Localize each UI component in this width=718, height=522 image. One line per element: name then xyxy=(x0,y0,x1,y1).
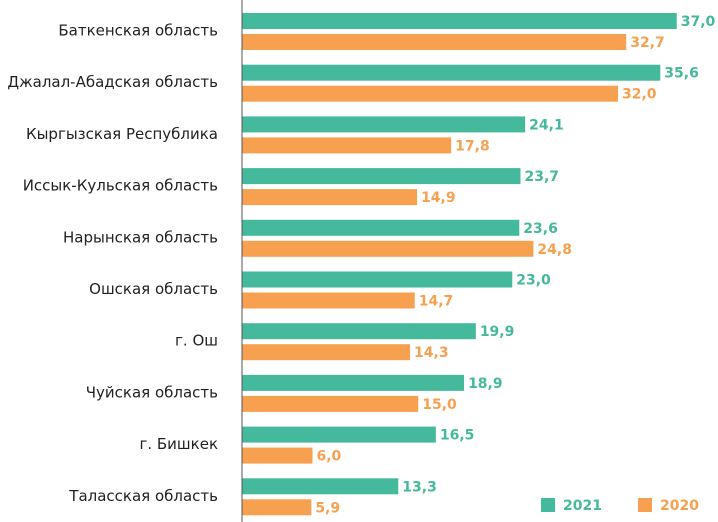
category-label: г. Ош xyxy=(175,332,218,350)
value-label: 23,7 xyxy=(524,169,559,185)
bar xyxy=(242,189,418,206)
bar xyxy=(242,240,534,257)
bar xyxy=(242,426,436,443)
category-label: Нарынская область xyxy=(63,228,218,246)
value-label: 6,0 xyxy=(317,449,342,465)
bar xyxy=(242,344,411,361)
value-label: 16,5 xyxy=(440,428,475,444)
bar xyxy=(242,395,419,412)
category-label: Джалал-Абадская область xyxy=(7,73,218,91)
category-label: Иссык-Кульская область xyxy=(23,177,218,195)
value-label: 24,1 xyxy=(529,117,564,133)
bar xyxy=(242,292,415,309)
value-label: 19,9 xyxy=(480,324,515,340)
value-label: 35,6 xyxy=(664,66,699,82)
legend-label: 2020 xyxy=(660,498,699,514)
bar xyxy=(242,499,312,516)
legend-label: 2021 xyxy=(563,498,602,514)
bar xyxy=(242,64,661,81)
bar xyxy=(242,323,476,340)
category-label: Кыргызская Республика xyxy=(26,125,218,143)
value-label: 5,9 xyxy=(315,500,340,516)
category-label: Таласская область xyxy=(68,487,218,505)
value-label: 32,0 xyxy=(622,87,657,103)
value-label: 14,7 xyxy=(419,294,454,310)
value-label: 18,9 xyxy=(468,376,503,392)
bar xyxy=(242,168,521,185)
bar xyxy=(242,13,677,29)
bar xyxy=(242,137,452,154)
category-label: Баткенская область xyxy=(58,22,218,40)
bar xyxy=(242,447,313,464)
bar xyxy=(242,34,627,50)
value-label: 23,0 xyxy=(516,273,551,289)
value-label: 15,0 xyxy=(422,397,457,413)
category-label: Ошская область xyxy=(89,280,218,298)
legend-swatch xyxy=(541,498,555,512)
bar xyxy=(242,219,520,236)
value-label: 14,3 xyxy=(414,345,449,361)
bar xyxy=(242,478,399,495)
category-label: г. Бишкек xyxy=(139,435,218,453)
bar xyxy=(242,374,465,391)
bar xyxy=(242,271,513,288)
value-label: 17,8 xyxy=(455,138,490,154)
value-label: 14,9 xyxy=(421,190,456,206)
bar xyxy=(242,85,618,102)
value-label: 32,7 xyxy=(630,35,665,51)
legend-swatch xyxy=(638,498,652,512)
category-label: Чуйская область xyxy=(86,383,218,401)
value-label: 24,8 xyxy=(537,242,572,258)
value-label: 23,6 xyxy=(523,221,558,237)
value-label: 13,3 xyxy=(402,479,437,495)
value-label: 37,0 xyxy=(681,14,716,30)
bar xyxy=(242,116,526,133)
